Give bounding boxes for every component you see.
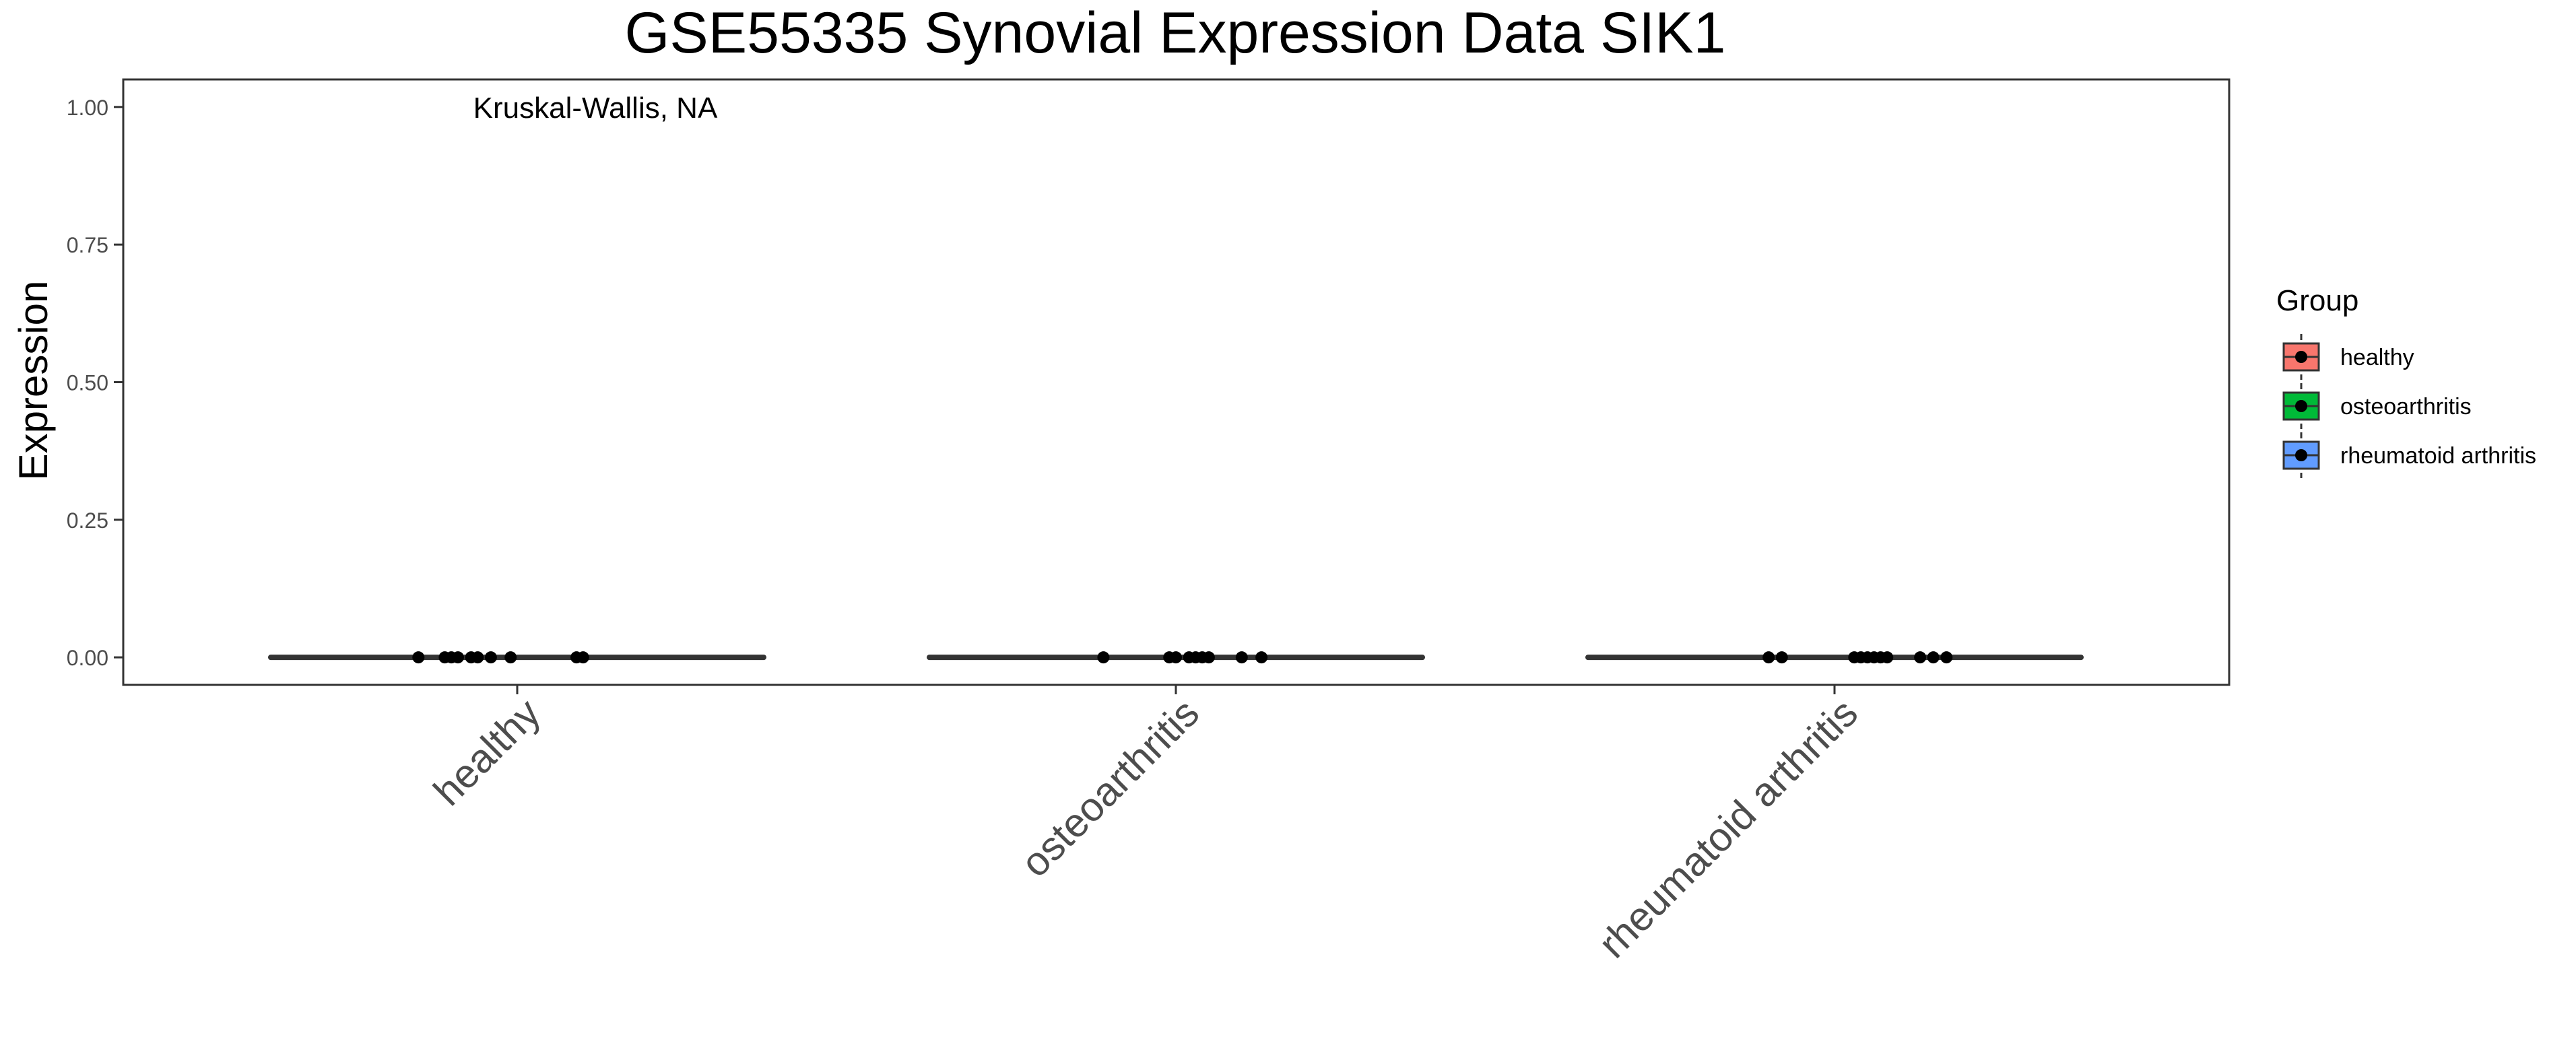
data-point [1940, 651, 1953, 664]
data-point [576, 651, 589, 664]
data-point [1170, 651, 1182, 664]
y-tick-label: 0.75 [67, 233, 108, 257]
legend-key-point [2295, 351, 2307, 363]
data-point [1914, 651, 1927, 664]
data-point [504, 651, 517, 664]
y-tick-label: 0.00 [67, 646, 108, 670]
data-point [1202, 651, 1215, 664]
y-tick-label: 1.00 [67, 96, 108, 120]
legend-key-point [2295, 449, 2307, 461]
data-point [1775, 651, 1788, 664]
data-point [451, 651, 464, 664]
legend-key-point [2295, 400, 2307, 412]
data-point [412, 651, 425, 664]
data-point [1927, 651, 1940, 664]
y-tick-label: 0.25 [67, 508, 108, 533]
data-point [1235, 651, 1248, 664]
data-point [471, 651, 484, 664]
y-tick-label: 0.50 [67, 371, 108, 395]
data-point [1881, 651, 1894, 664]
legend-entry-label: healthy [2340, 345, 2414, 370]
legend-title: Group [2276, 284, 2358, 317]
legend: Group healthy osteoarthritis rheumatoid ar… [2276, 284, 2536, 478]
data-point [484, 651, 497, 664]
legend-entry-label: osteoarthritis [2340, 394, 2472, 420]
data-point [1255, 651, 1268, 664]
data-point [1097, 651, 1110, 664]
legend-entry-label: rheumatoid arthritis [2340, 443, 2536, 469]
chart-title: GSE55335 Synovial Expression Data SIK1 [625, 1, 1726, 65]
y-axis-title: Expression [11, 281, 56, 481]
stat-annotation: Kruskal-Wallis, NA [473, 92, 718, 125]
data-point [1762, 651, 1775, 664]
